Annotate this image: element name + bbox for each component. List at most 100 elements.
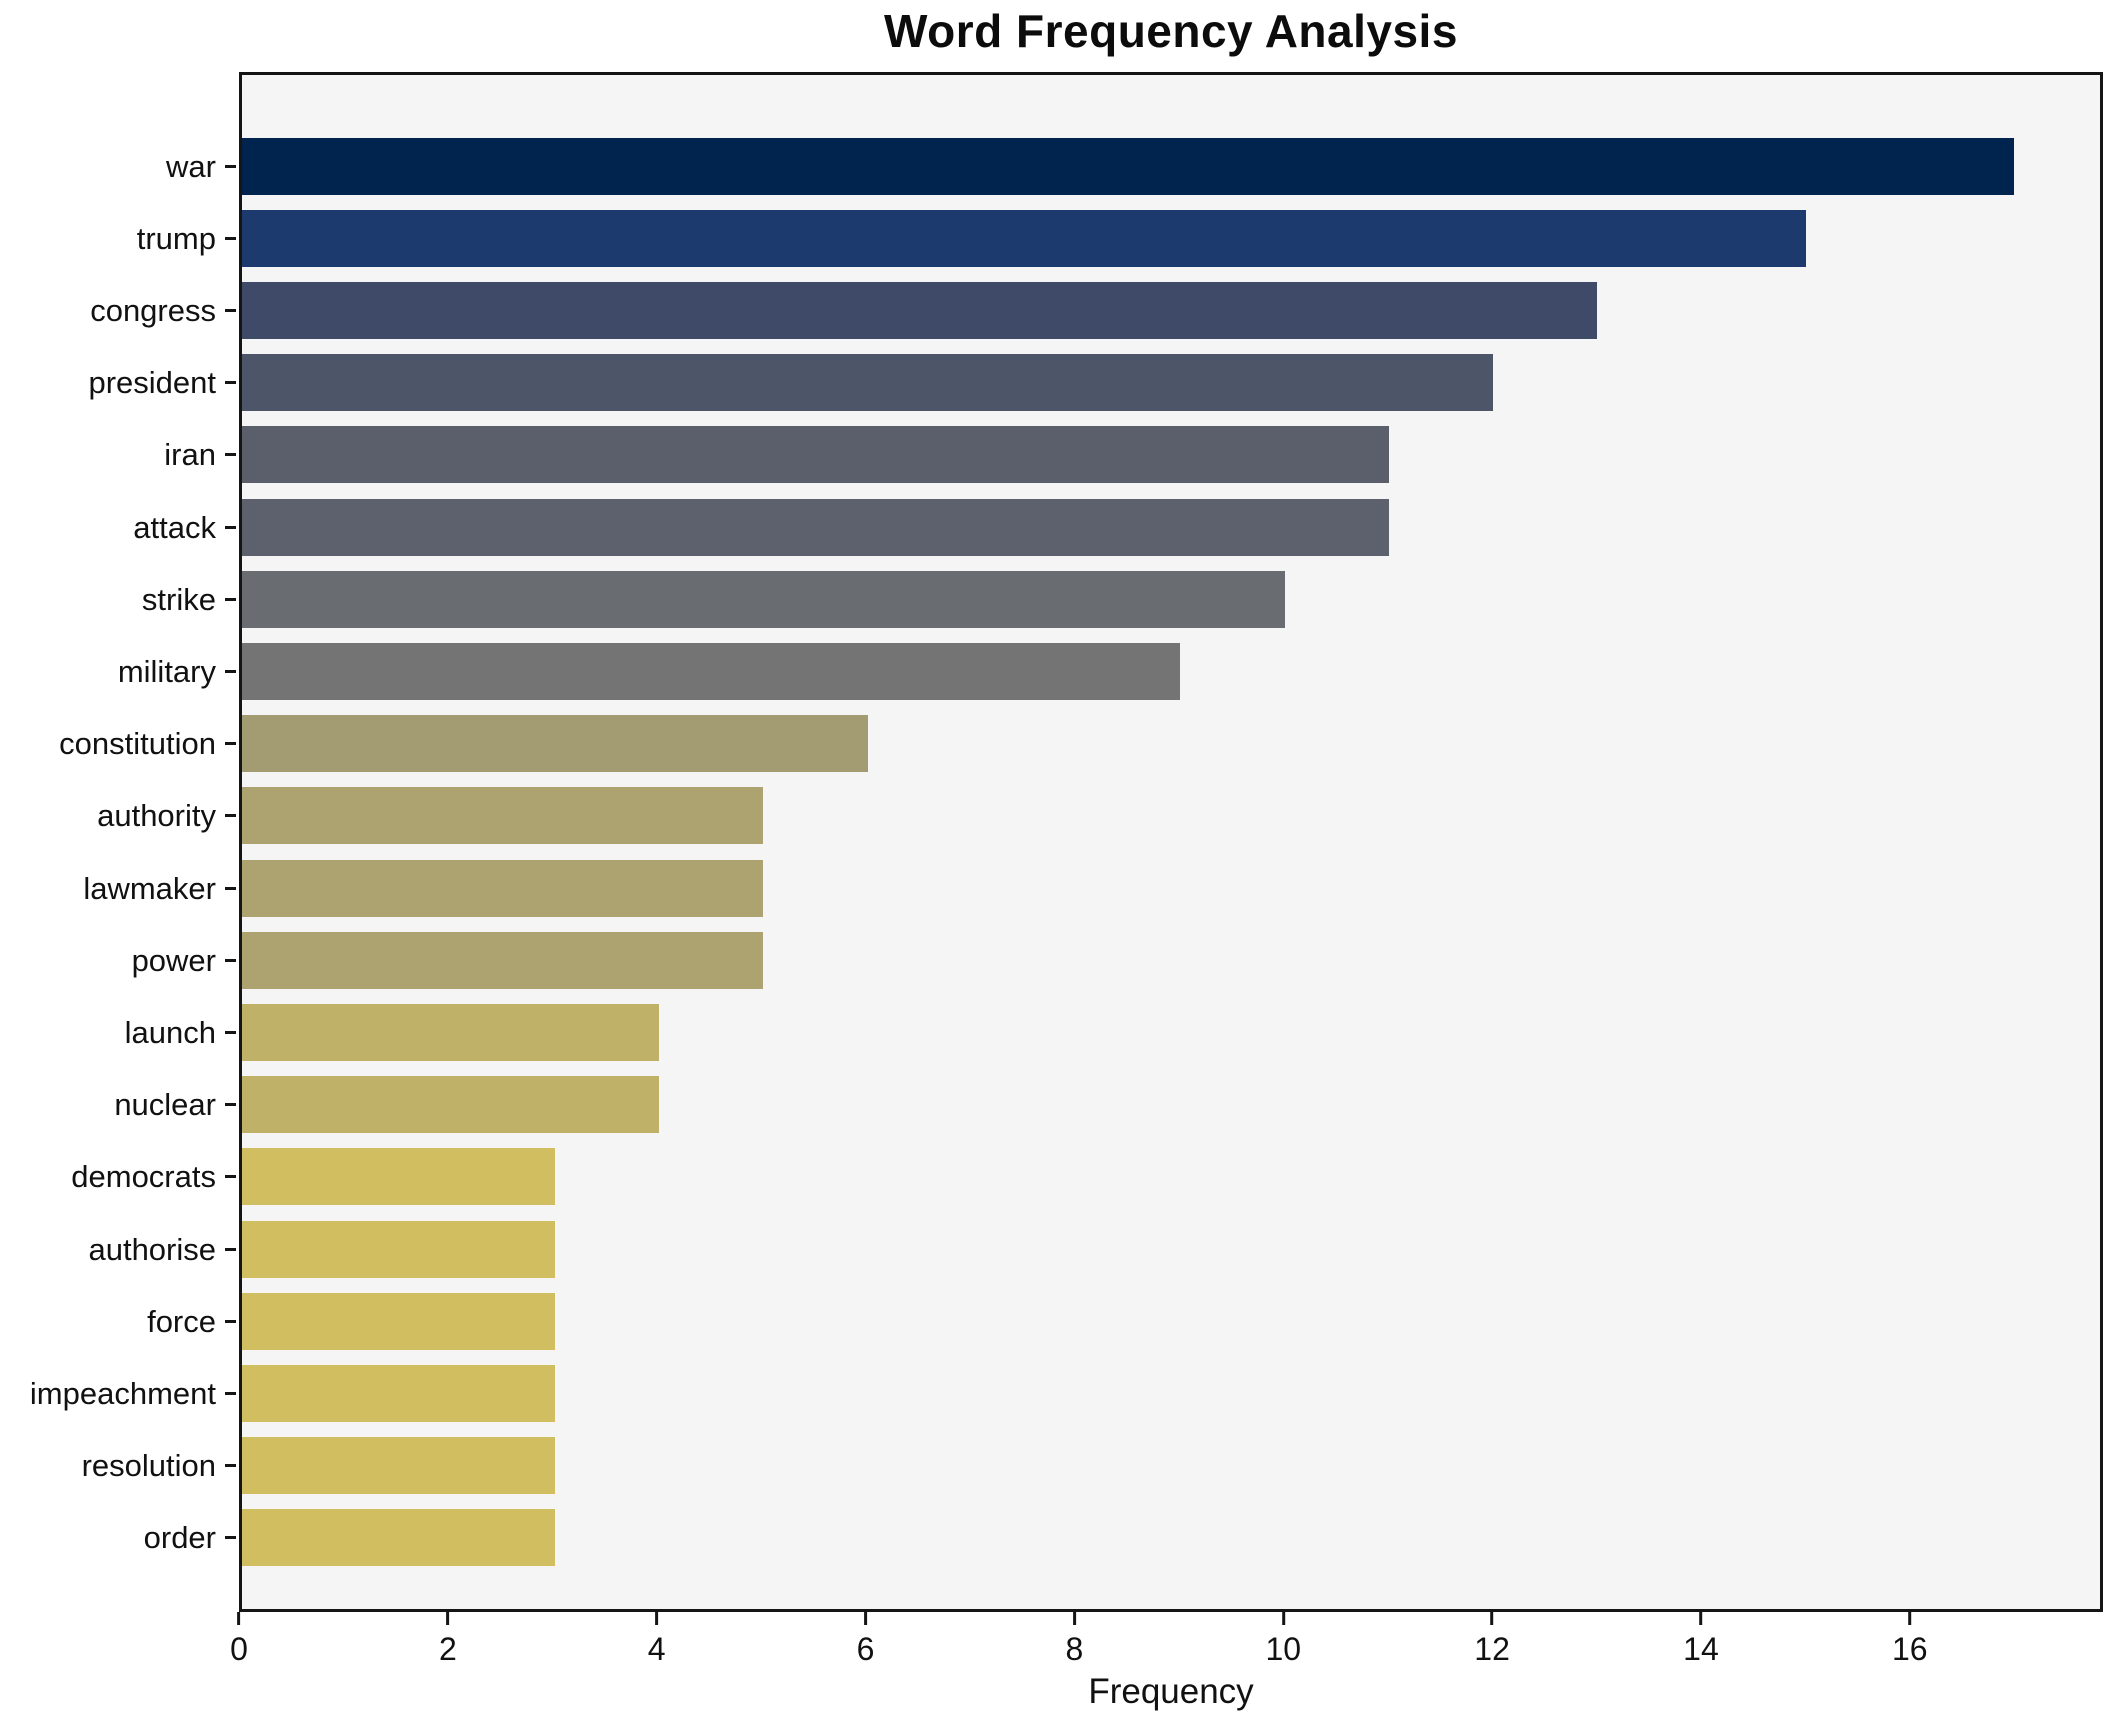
- y-tick-mark: [225, 1464, 236, 1468]
- bar-row: [242, 1285, 2103, 1357]
- y-tick-row: launch: [0, 996, 236, 1068]
- x-axis: 0 2 4 6 8 10 12 14 16: [230, 1612, 2103, 1702]
- bar-row: [242, 1430, 2103, 1502]
- y-tick-mark: [225, 1536, 236, 1540]
- bar-president: [242, 354, 1494, 412]
- y-tick-mark: [225, 164, 236, 168]
- x-tick-label: 16: [1892, 1631, 1928, 1667]
- y-tick-row: war: [0, 130, 236, 202]
- y-tick-row: impeachment: [0, 1357, 236, 1429]
- y-tick-mark: [225, 309, 236, 312]
- x-tick: 12: [1474, 1612, 1510, 1665]
- x-tick-label: 6: [856, 1631, 875, 1667]
- y-tick-mark: [225, 597, 236, 601]
- bar-row: [242, 1069, 2103, 1141]
- y-tick-label: constitution: [59, 726, 216, 762]
- y-tick-mark: [225, 236, 236, 240]
- x-tick-label: 10: [1265, 1631, 1302, 1667]
- bars-container: [239, 72, 2103, 1612]
- x-tick-label: 0: [230, 1631, 248, 1667]
- y-tick-mark: [225, 958, 236, 962]
- x-tick-mark: [1908, 1612, 1912, 1625]
- y-tick-label: military: [117, 654, 216, 690]
- x-tick: 4: [648, 1612, 666, 1665]
- bar-row: [242, 852, 2103, 924]
- chart-title: Word Frequency Analysis: [884, 5, 1458, 57]
- bar-launch: [242, 1004, 660, 1062]
- bar-constitution: [242, 715, 868, 773]
- y-tick-row: constitution: [0, 708, 236, 780]
- bar-row: [242, 924, 2103, 996]
- bar-row: [242, 1213, 2103, 1285]
- x-axis-title: Frequency: [1088, 1672, 1254, 1711]
- bar-row: [242, 1141, 2103, 1213]
- x-tick-mark: [1072, 1612, 1076, 1625]
- y-tick-row: democrats: [0, 1141, 236, 1213]
- bar-power: [242, 931, 764, 989]
- y-tick-label: trump: [136, 220, 216, 256]
- bar-row: [242, 1502, 2103, 1574]
- bar-row: [242, 130, 2103, 202]
- y-tick-label: war: [166, 148, 216, 184]
- y-tick-mark: [225, 525, 236, 529]
- bar-row: [242, 419, 2103, 491]
- bar-impeachment: [242, 1365, 555, 1423]
- y-tick-row: order: [0, 1502, 236, 1574]
- x-tick: 0: [230, 1612, 248, 1665]
- bar-attack: [242, 498, 1389, 556]
- y-tick-label: force: [147, 1303, 216, 1339]
- y-tick-row: nuclear: [0, 1069, 236, 1141]
- y-tick-label: nuclear: [114, 1087, 216, 1123]
- y-tick-row: trump: [0, 202, 236, 274]
- y-tick-label: resolution: [81, 1448, 216, 1484]
- y-tick-mark: [225, 814, 236, 818]
- y-tick-mark: [225, 1247, 236, 1251]
- x-tick-label: 8: [1065, 1631, 1084, 1667]
- y-tick-row: strike: [0, 563, 236, 635]
- x-tick-mark: [1281, 1612, 1285, 1625]
- y-axis-labels: war trump congress president iran attack strik…: [0, 72, 236, 1612]
- y-tick-row: authorise: [0, 1213, 236, 1285]
- x-tick-label: 14: [1683, 1631, 1719, 1667]
- bar-row: [242, 202, 2103, 274]
- bar-row: [242, 780, 2103, 852]
- bar-row: [242, 996, 2103, 1068]
- x-tick-mark: [864, 1612, 868, 1625]
- y-tick-label: authorise: [88, 1231, 216, 1267]
- y-tick-label: democrats: [71, 1159, 216, 1195]
- x-tick: 16: [1892, 1612, 1928, 1665]
- bar-strike: [242, 570, 1285, 628]
- y-tick-mark: [225, 1175, 236, 1179]
- y-tick-mark: [225, 742, 236, 746]
- y-tick-mark: [225, 453, 236, 457]
- y-tick-mark: [225, 886, 236, 890]
- bar-row: [242, 347, 2103, 419]
- y-tick-label: lawmaker: [83, 870, 216, 906]
- x-tick-mark: [446, 1612, 450, 1625]
- bar-row: [242, 635, 2103, 707]
- y-tick-label: attack: [133, 509, 216, 545]
- y-tick-label: president: [88, 365, 216, 401]
- bar-democrats: [242, 1148, 555, 1206]
- bar-congress: [242, 282, 1598, 339]
- x-tick: 8: [1065, 1612, 1083, 1665]
- bar-lawmaker: [242, 859, 764, 917]
- y-tick-row: power: [0, 924, 236, 996]
- y-tick-row: military: [0, 635, 236, 707]
- bar-row: [242, 563, 2103, 635]
- x-tick: 2: [439, 1612, 457, 1665]
- y-tick-mark: [225, 670, 236, 674]
- x-tick-mark: [655, 1612, 659, 1625]
- y-tick-mark: [225, 1319, 236, 1323]
- y-tick-row: president: [0, 347, 236, 419]
- bar-nuclear: [242, 1076, 660, 1134]
- y-tick-label: strike: [141, 581, 216, 617]
- bar-order: [242, 1509, 555, 1567]
- y-tick-label: order: [143, 1520, 216, 1556]
- x-tick-label: 2: [438, 1631, 457, 1667]
- bar-resolution: [242, 1437, 555, 1495]
- bar-row: [242, 491, 2103, 563]
- y-tick-label: impeachment: [29, 1376, 216, 1412]
- bar-trump: [242, 209, 1806, 267]
- y-tick-label: launch: [124, 1015, 216, 1051]
